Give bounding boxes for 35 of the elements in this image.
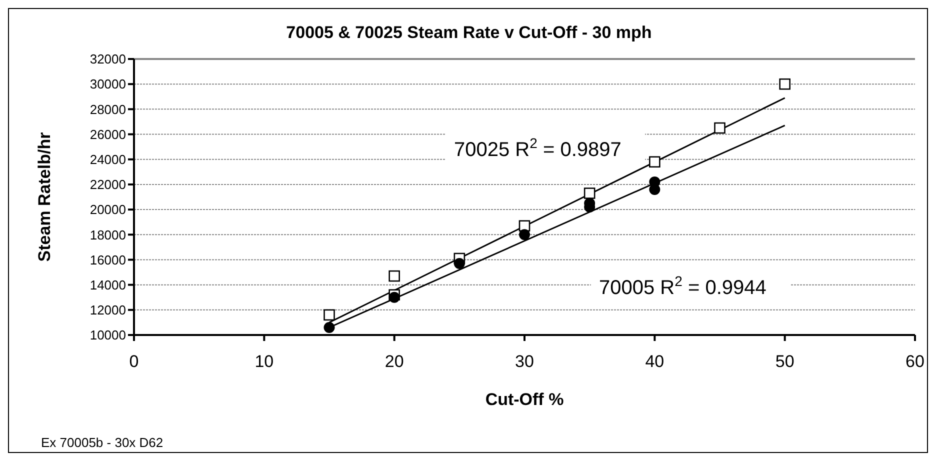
x-tick-label: 60 [906,352,924,372]
y-tick-label: 18000 [90,227,126,242]
annotation: 70005 R$^{2}$ = 0.9944 [599,273,766,299]
point [324,322,335,333]
chart-title: 70005 & 70025 Steam Rate v Cut-Off - 30 mph [285,23,653,43]
point [584,188,596,199]
y-tick-label: 24000 [90,152,126,167]
y-tick-label: 32000 [90,52,126,67]
point [714,122,726,134]
x-tick-label: 40 [645,352,664,372]
y-tick-label: 22000 [90,177,126,192]
point [649,156,660,168]
point [324,309,335,321]
y-tick-label: 10000 [90,328,126,343]
y-tick-label: 14000 [90,277,126,292]
point [519,229,530,240]
y-tick-label: 26000 [90,126,126,142]
text: Ex 70005b - 30x D62 [41,435,164,450]
x-tick-label: 50 [775,352,794,372]
y-tick-label: 20000 [90,202,126,218]
point [388,292,400,303]
y-axis-title: Steam Ratelb/hr [35,132,54,262]
point [388,270,400,282]
x-tick-label: 10 [254,352,274,372]
point [454,258,465,269]
point [779,78,790,90]
x-tick-label: 20 [384,352,404,372]
y-tick-label: 30000 [90,76,126,92]
y-tick-label: 12000 [90,302,126,318]
x-axis-title: Cut-Off % [485,390,564,409]
x-tick-label: 30 [515,352,534,372]
y-tick-label: 16000 [90,252,126,268]
x-tick-label: 0 [129,352,139,372]
y-tick-label: 28000 [90,102,126,117]
annotation: 70025 R$^{2}$ = 0.9897 [454,135,622,161]
